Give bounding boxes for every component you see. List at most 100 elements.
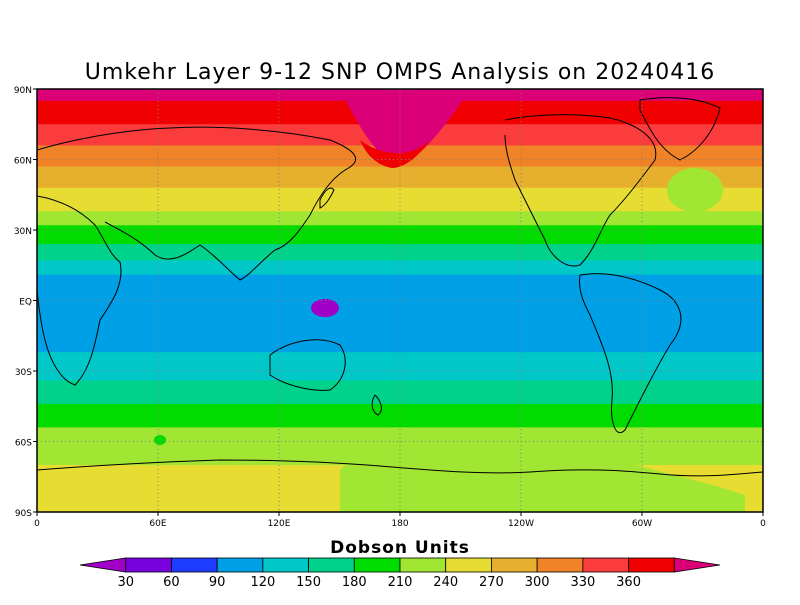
- ozone-band: [37, 218, 763, 222]
- north-america-coast: [504, 114, 657, 267]
- chart-title: Umkehr Layer 9-12 SNP OMPS Analysis on 2…: [85, 60, 715, 85]
- ozone-band: [37, 241, 763, 245]
- ozone-band: [37, 314, 763, 318]
- colorbar-swatch: [308, 557, 355, 573]
- antarctica-coast: [37, 459, 763, 477]
- lon-tick-label: 120E: [268, 519, 291, 529]
- colorbar-label: 330: [570, 575, 595, 590]
- lon-tick-label: 180: [391, 519, 408, 529]
- colorbar-arrow-right: [673, 557, 721, 573]
- lon-tick-label: 0: [760, 519, 766, 529]
- colorbar-label: 60: [163, 575, 180, 590]
- ozone-band: [37, 387, 763, 391]
- graticule: [37, 89, 763, 512]
- colorbar-swatch: [171, 557, 218, 573]
- ozone-band: [37, 361, 763, 365]
- colorbar-swatch: [399, 557, 447, 573]
- ozone-band: [37, 222, 763, 226]
- ozone-band: [37, 190, 763, 193]
- arctic-lobe-red: [360, 140, 430, 168]
- colorbar-swatch: [628, 557, 675, 573]
- ozone-band: [37, 211, 763, 215]
- ozone-band: [37, 321, 763, 325]
- ozone-band: [37, 288, 763, 292]
- ozone-band: [37, 183, 763, 186]
- axis-ticks: [33, 88, 764, 516]
- ozone-band: [37, 274, 763, 278]
- ozone-band: [37, 373, 763, 377]
- ozone-band: [37, 279, 763, 283]
- africa-coast: [37, 195, 122, 386]
- ozone-band: [37, 422, 763, 426]
- colorbar-label: 300: [525, 575, 550, 590]
- ozone-band: [37, 354, 763, 358]
- ozone-band: [37, 331, 763, 334]
- ozone-band: [37, 427, 763, 431]
- ozone-band: [37, 378, 763, 381]
- ozone-band: [37, 389, 763, 393]
- ozone-band: [37, 234, 763, 238]
- ozone-band: [37, 425, 763, 428]
- south-indian-anomaly-core: [154, 435, 166, 445]
- new-zealand-coast: [371, 394, 382, 416]
- colorbar-label: 270: [479, 575, 504, 590]
- ozone-band: [37, 326, 763, 330]
- ozone-band: [37, 178, 763, 182]
- colorbar-label: 120: [250, 575, 275, 590]
- ozone-band: [37, 410, 763, 414]
- eurasia-coast: [37, 126, 357, 281]
- ozone-anomalies: [146, 89, 745, 512]
- colorbar-label: 210: [388, 575, 413, 590]
- ozone-band: [37, 225, 763, 229]
- arctic-lobe: [340, 89, 470, 165]
- colorbar-label: 90: [209, 575, 226, 590]
- ozone-band: [37, 338, 763, 342]
- lat-tick-label: 30N: [14, 227, 32, 237]
- ozone-band: [37, 166, 763, 170]
- ozone-band: [37, 316, 763, 320]
- south-america-coast: [579, 273, 682, 433]
- colorbar-swatch: [353, 557, 401, 573]
- ozone-band: [37, 309, 763, 313]
- colorbar-label: 30: [117, 575, 134, 590]
- ozone-band: [37, 408, 763, 412]
- ozone-band: [37, 401, 763, 405]
- colorbar-label: 240: [433, 575, 458, 590]
- ozone-band: [37, 356, 763, 360]
- ozone-band: [37, 319, 763, 323]
- ozone-band: [37, 382, 763, 386]
- ozone-band: [37, 185, 763, 189]
- ozone-band: [37, 399, 763, 403]
- ozone-band: [37, 298, 763, 302]
- atlantic-anomaly: [667, 168, 723, 212]
- south-pacific-plateau: [340, 451, 745, 512]
- ozone-band: [37, 441, 763, 445]
- ozone-band: [37, 180, 763, 184]
- colorbar-title: Dobson Units: [330, 538, 470, 558]
- ozone-band: [37, 239, 763, 243]
- ozone-band: [37, 286, 763, 290]
- ozone-band: [37, 342, 763, 346]
- colorbar-swatch: [262, 557, 309, 573]
- ozone-band: [37, 439, 763, 443]
- ozone-band: [37, 206, 763, 210]
- ozone-band: [37, 168, 763, 172]
- lon-tick-label: 60E: [149, 519, 166, 529]
- ozone-band: [37, 246, 763, 250]
- ozone-band: [37, 406, 763, 410]
- colorbar-swatch: [445, 557, 492, 573]
- greenland-coast: [639, 97, 721, 161]
- lat-tick-labels: 90N 60N 30N EQ 30S 60S 90S: [14, 86, 32, 519]
- ozone-band: [37, 237, 763, 240]
- ozone-band: [37, 418, 763, 421]
- ozone-band: [37, 199, 763, 203]
- colorbar-swatch: [216, 557, 264, 573]
- ozone-band: [37, 345, 763, 349]
- ozone-band: [37, 262, 763, 266]
- ozone-band: [37, 302, 763, 306]
- ozone-band: [37, 394, 763, 398]
- lat-tick-label: 90S: [15, 509, 32, 519]
- ozone-band: [37, 434, 763, 438]
- ozone-band: [37, 260, 763, 264]
